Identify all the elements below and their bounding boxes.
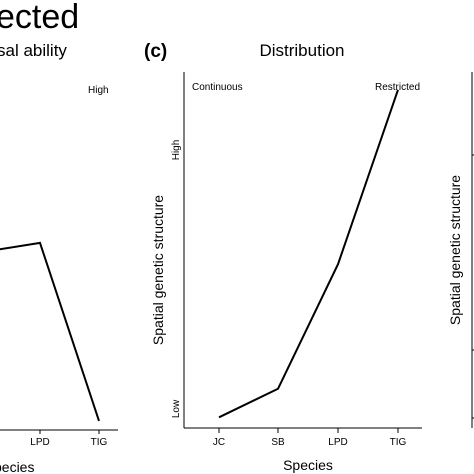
panel-c-tick-label-lpd: LPD bbox=[328, 437, 347, 448]
panel-c-y-tick-low: Low bbox=[171, 399, 182, 418]
panel-c-series-line bbox=[218, 89, 399, 419]
panel-c: (c) Distribution Continuous Restricted H… bbox=[144, 41, 422, 473]
panel-c-annotation-continuous: Continuous bbox=[192, 82, 243, 93]
panel-c-tick-label-jc: JC bbox=[213, 437, 225, 448]
panel-c-points bbox=[218, 89, 399, 418]
panel-c-tick-label-tig: TIG bbox=[390, 437, 407, 448]
panel-b-annotation-high: High bbox=[88, 85, 109, 96]
panel-c-title: Distribution bbox=[259, 41, 344, 60]
panel-b-x-label: pecies bbox=[0, 459, 34, 474]
panel-d-partial: Spatial genetic structure bbox=[447, 72, 474, 428]
figure-header: ected bbox=[0, 0, 79, 36]
panel-c-annotation-restricted: Restricted bbox=[375, 82, 420, 93]
panel-b-partial: sal ability High LPD TIG pecies bbox=[0, 41, 118, 474]
panel-c-tick-label-sb: SB bbox=[271, 437, 285, 448]
panel-c-y-label: Spatial genetic structure bbox=[150, 195, 166, 345]
panel-b-tick-label-lpd: LPD bbox=[30, 437, 49, 448]
panel-c-y-tick-high: High bbox=[171, 140, 182, 161]
panel-b-tick-label-tig: TIG bbox=[91, 437, 108, 448]
panel-d-y-label: Spatial genetic structure bbox=[447, 175, 463, 325]
panel-b-series-line bbox=[0, 241, 100, 422]
panel-b-title: sal ability bbox=[0, 41, 67, 60]
panel-c-label: (c) bbox=[144, 41, 167, 62]
panel-c-x-label: Species bbox=[283, 457, 333, 473]
